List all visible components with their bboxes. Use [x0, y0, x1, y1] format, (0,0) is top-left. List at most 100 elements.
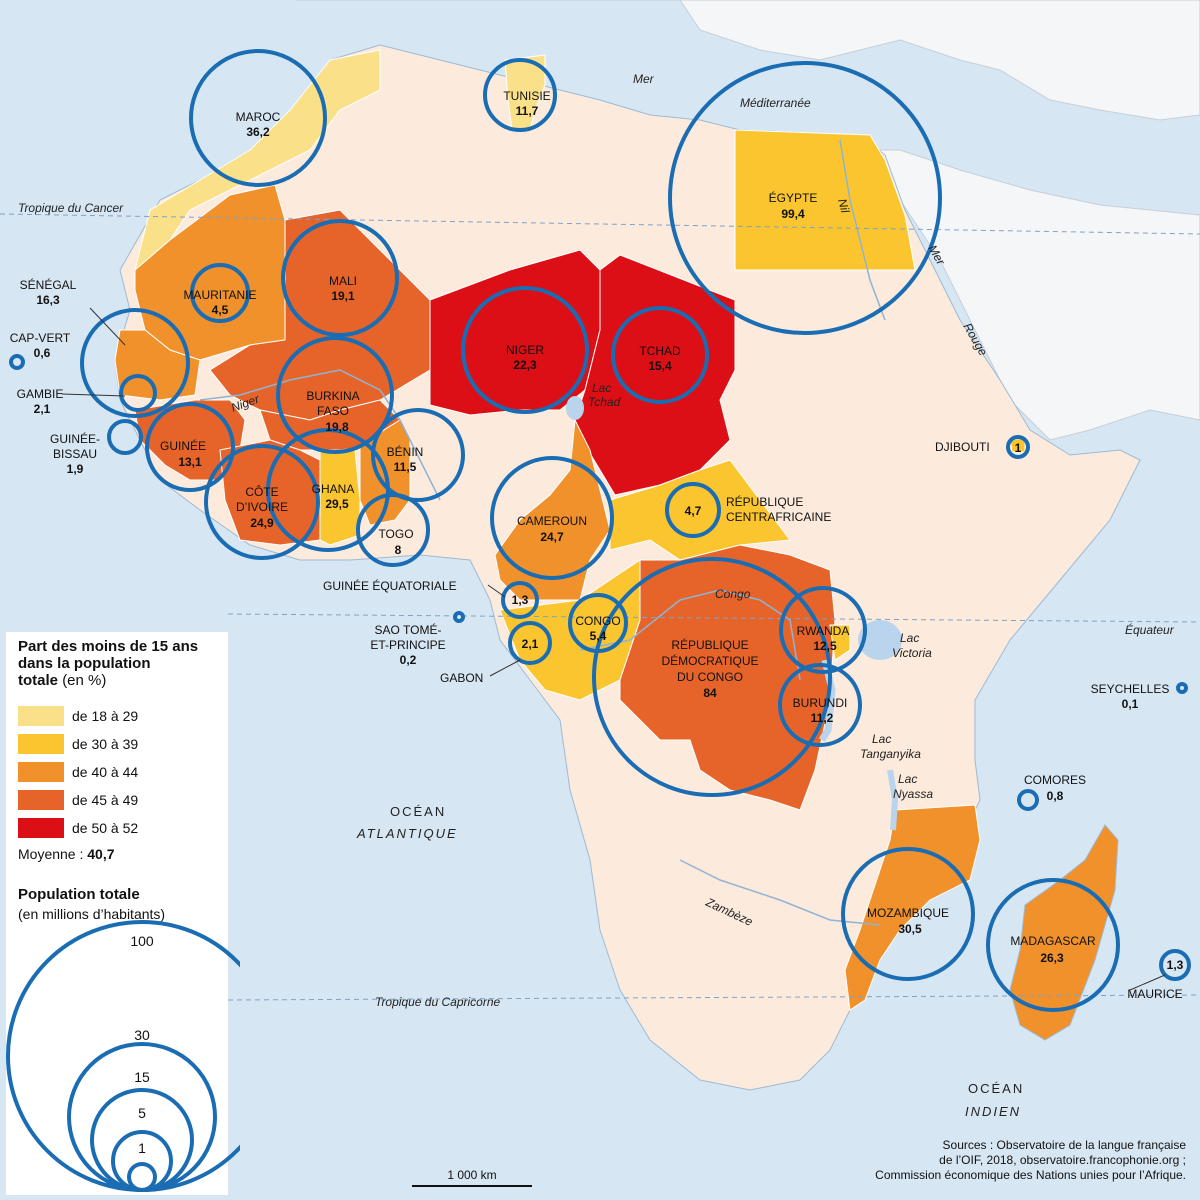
label-maurice: MAURICE: [1127, 987, 1182, 1001]
label-tchad: TCHAD: [639, 344, 681, 358]
value-tunisie: 11,7: [516, 104, 539, 118]
circle-niger: [461, 286, 589, 414]
river-nile: [839, 139, 886, 321]
label-congo: CONGO: [575, 614, 620, 628]
legend-label-4: de 45 à 49: [72, 792, 139, 808]
legend-class-1: de 18 à 29: [18, 706, 218, 728]
leader-gabon: [489, 659, 521, 677]
label-benin: BÉNIN: [387, 444, 424, 459]
leader-senegal: [89, 307, 126, 346]
scale-label: 1 000 km: [447, 1168, 497, 1182]
legend-pop-circles: 100 30 15 5 1: [6, 920, 240, 1192]
circle-rca: [665, 482, 721, 538]
legend-label-2: de 30 à 39: [72, 736, 139, 752]
label-niger: NIGER: [506, 343, 544, 357]
label-cancer: Tropique du Cancer: [18, 201, 124, 215]
value-senegal: 16,3: [36, 293, 60, 307]
circle-senegal: [80, 308, 190, 418]
legend-swatch-3: [18, 762, 64, 782]
line-cancer: [0, 213, 1200, 235]
legend-pop-subtitle: (en millions d’habitants): [18, 906, 166, 922]
circle-cap-vert: [9, 354, 25, 370]
label-lac-tanganyika1: Lac: [872, 732, 891, 746]
label-lac-victoria1: Lac: [900, 631, 919, 645]
value-cote-ivoire: 24,9: [250, 516, 274, 530]
label-burundi: BURUNDI: [793, 696, 848, 710]
leader-guinee-eq: [487, 584, 506, 598]
river-congo: [579, 589, 801, 681]
value-burkina: 19,8: [325, 420, 349, 434]
label-senegal: SÉNÉGAL: [20, 277, 77, 292]
label-guinee: GUINÉE: [160, 438, 206, 453]
label-burkina: BURKINA: [306, 389, 359, 403]
circle-sao-tome: [453, 611, 465, 623]
lake-chad: [566, 396, 584, 420]
sea-ind1: OCÉAN: [968, 1081, 1024, 1096]
legend-pop-title: Population totale: [18, 886, 140, 903]
label-equateur: Équateur: [1125, 622, 1175, 637]
label-gabon: GABON: [440, 671, 483, 685]
legend-average-value: 40,7: [87, 846, 115, 862]
legend-class-4: de 45 à 49: [18, 790, 218, 812]
circle-burundi: [778, 663, 862, 747]
sea-atl1: OCÉAN: [390, 804, 446, 819]
proportional-circles: [9, 49, 1191, 1012]
label-guinee-equatoriale: GUINÉE ÉQUATORIALE: [323, 578, 457, 593]
circle-guinee-equatoriale: [501, 581, 539, 619]
legend-title-unit: (en %): [62, 672, 107, 689]
label-madagascar: MADAGASCAR: [1010, 934, 1096, 948]
country-tunisie: [504, 54, 546, 131]
circle-mauritanie: [190, 263, 250, 323]
legend-circle-label-5: 5: [138, 1105, 146, 1121]
value-ghana: 29,5: [325, 497, 349, 511]
label-cote-ivoire: CÔTE: [245, 484, 278, 499]
label-lac-tchad1: Lac: [592, 381, 611, 395]
label-rdc: RÉPUBLIQUE: [671, 637, 748, 652]
sources-line-2: de l’OIF, 2018, observatoire.francophoni…: [939, 1153, 1186, 1167]
lake-victoria: [858, 620, 902, 660]
line-capricorne: [227, 994, 1200, 1001]
label-mozambique: MOZAMBIQUE: [867, 906, 949, 920]
circle-cameroun: [490, 456, 614, 580]
label-mali: MALI: [329, 274, 357, 288]
legend-swatch-4: [18, 790, 64, 810]
label-rdc-3: DU CONGO: [677, 670, 743, 684]
country-rdc: [619, 544, 836, 811]
legend-circle-label-30: 30: [134, 1027, 150, 1043]
value-maroc: 36,2: [246, 125, 270, 139]
label-togo: TOGO: [378, 527, 413, 541]
legend-swatch-2: [18, 734, 64, 754]
legend-label-1: de 18 à 29: [72, 708, 139, 724]
value-gambie: 2,1: [34, 402, 51, 416]
country-mozambique: [844, 804, 981, 1011]
river-niger: [199, 369, 441, 501]
circle-mozambique: [841, 847, 975, 981]
value-gabon: 2,1: [522, 637, 539, 651]
label-maroc: MAROC: [236, 110, 281, 124]
legend-average: Moyenne : 40,7: [18, 846, 115, 862]
label-rdc-2: DÉMOCRATIQUE: [661, 653, 758, 668]
legend-circle-1: [127, 1162, 157, 1192]
sea-ind2: INDIEN: [965, 1104, 1021, 1119]
circle-rdc: [592, 557, 832, 797]
value-cameroun: 24,7: [540, 530, 564, 544]
circle-madagascar: [986, 878, 1120, 1012]
label-lac-tanganyika2: Tanganyika: [860, 747, 921, 761]
circle-rwanda: [779, 586, 867, 674]
value-guinee: 13,1: [178, 455, 202, 469]
value-guinee-bissau: 1,9: [67, 462, 84, 476]
label-lac-tchad2: Tchad: [588, 395, 621, 409]
circle-djibouti: [1006, 435, 1030, 459]
value-comores: 0,8: [1047, 789, 1064, 803]
legend-circle-label-15: 15: [134, 1069, 150, 1085]
value-sao-tome: 0,2: [400, 653, 417, 667]
middle-east-land: [858, 149, 1200, 441]
circle-ghana: [266, 428, 390, 552]
sources: Sources : Observatoire de la langue fran…: [856, 1138, 1186, 1183]
label-cote-ivoire-2: D’IVOIRE: [236, 500, 288, 514]
value-mali: 19,1: [331, 289, 355, 303]
country-mauritanie: [134, 184, 286, 361]
circle-gambie: [119, 374, 157, 412]
circle-burkina: [276, 336, 394, 454]
value-cap-vert: 0,6: [34, 346, 51, 360]
